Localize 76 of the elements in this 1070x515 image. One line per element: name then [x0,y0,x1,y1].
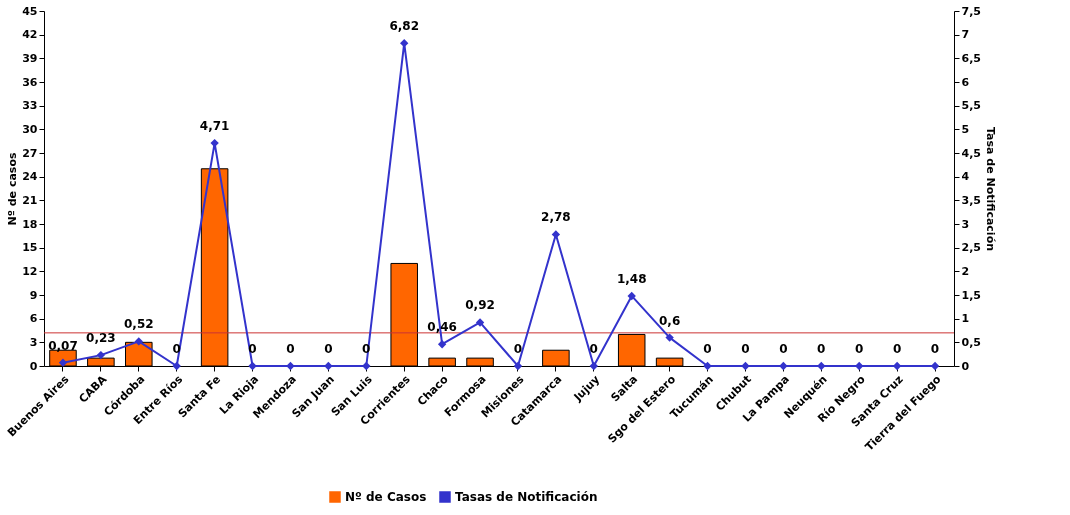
data-label: 6,82 [389,19,420,34]
y2-tick-label: 5 [961,122,970,136]
point [703,361,712,371]
point [286,361,295,371]
point [741,361,750,371]
y2-tick-label: 3 [961,217,970,231]
y-tick-label: 9 [29,288,38,302]
y-tick-label: 21 [22,193,38,207]
y2-tick-label: 6,5 [961,51,981,65]
data-label: 0 [513,342,523,356]
y2-axis-title: Tasa de Notificación [983,126,997,252]
y2-tick-label: 4 [961,170,970,184]
point [779,361,788,371]
y-tick-label: 42 [22,28,38,42]
y2-tick-label: 7 [961,28,970,42]
legend-label: Nº de Casos [345,490,427,504]
y-tick-label: 39 [22,51,38,65]
y2-tick-label: 5,5 [961,99,981,113]
legend-label: Tasas de Notificación [455,490,598,504]
y-tick-label: 45 [22,4,38,18]
point [475,318,485,327]
point [589,361,598,371]
y2-tick-label: 2 [961,264,970,278]
y2-tick-label: 4,5 [961,146,981,160]
point [855,361,864,371]
y-tick-label: 3 [29,335,38,349]
point [817,361,826,371]
y-tick-label: 30 [22,122,38,136]
y-axis-title: Nº de casos [6,152,20,226]
point [134,337,143,346]
data-label: 0,6 [658,313,681,328]
data-label: 0 [855,342,864,356]
point [172,361,181,371]
y-tick-label: 18 [22,217,38,231]
data-label: 0 [930,342,940,356]
data-label: 0 [286,342,295,356]
point [400,39,409,48]
point [627,291,636,301]
data-label: 1,48 [616,271,647,286]
y2-tick-label: 1,5 [961,288,981,302]
y-tick-label: 36 [22,75,38,89]
data-label: 0,23 [86,331,116,346]
data-label: 0,07 [48,338,78,353]
data-label: 4,71 [199,119,230,134]
data-label: 0 [892,342,902,356]
point [96,350,106,360]
y-tick-label: 24 [22,170,38,184]
point [248,361,257,371]
y-tick-label: 27 [22,146,38,160]
point [665,333,674,342]
y-tick-label: 6 [29,312,38,326]
data-label: 0 [817,342,826,356]
y-tick-label: 15 [22,241,38,255]
point [437,340,447,349]
y2-tick-label: 6 [961,75,970,89]
y-tick-label: 33 [22,99,38,113]
point [551,230,561,239]
data-label: 0 [589,342,598,356]
y2-tick-label: 1 [961,312,970,326]
data-label: 0 [779,342,788,356]
data-label: 0 [324,342,333,356]
y2-tick-label: 0,5 [961,335,981,349]
y-tick-label: 0 [29,359,38,373]
data-label: 0 [703,342,712,356]
data-label: 2,78 [541,210,571,225]
point [513,361,523,371]
point [324,361,333,371]
data-label: 0,52 [123,317,154,332]
y2-tick-label: 7,5 [961,4,981,18]
data-label: 0,92 [465,298,495,313]
y2-tick-label: 3,5 [961,193,981,207]
y-tick-label: 12 [22,264,38,278]
y2-tick-label: 0 [961,359,970,373]
point [362,361,371,371]
y2-tick-label: 2,5 [961,241,981,255]
data-label: 0 [741,342,750,356]
